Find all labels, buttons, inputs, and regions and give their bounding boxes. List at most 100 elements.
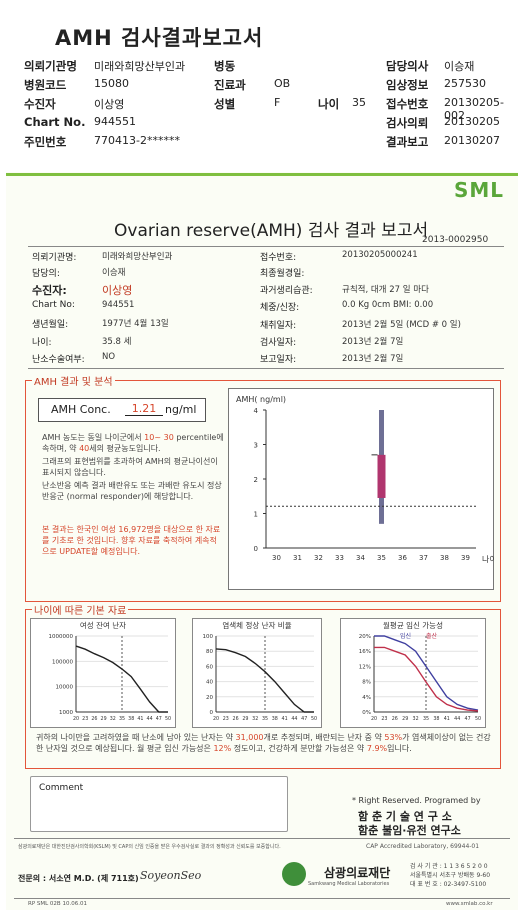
footnote: 삼광의료재단은 대한진단검사의학회(KSLM) 및 CAP의 신임 인증을 받은… [18, 844, 281, 850]
pregnancy-chart: 월평균 임신 가능성 0% 4% 8% 12% 16% 20% 20 23 26 29 32 35 38 4… [340, 618, 486, 728]
header-label: 수진자 [24, 97, 56, 111]
x-tick-label: 32 [314, 554, 323, 562]
summary-birth-pct: 7.9% [366, 744, 388, 753]
x-tick-label: 23 [82, 716, 88, 722]
x-tick-label: 34 [356, 554, 365, 562]
doctor-name: 전문의 : 서소연 M.D. (제 711호) [18, 874, 139, 883]
summary-text2: 개로 추정되며, 배란되는 난자 중 약 [263, 733, 382, 742]
amh-text6: 본 결과는 한국인 여성 16,972명을 대상으로 한 자료를 기초로 한 것… [42, 525, 221, 556]
x-tick-label: 35 [262, 716, 268, 722]
foundation-sub: Samkwang Medical Laboratories [308, 881, 390, 887]
field-label: 담당의: [32, 269, 60, 279]
brand-logo: SML [453, 178, 504, 202]
x-tick-label: 26 [392, 716, 398, 722]
field-label: 검사일자: [260, 338, 297, 348]
top-stripe [6, 173, 518, 176]
header-value: OB [274, 77, 291, 90]
mini-chart-title: 염색체 정상 난자 비율 [222, 620, 291, 630]
amh-conc-value: 1.21 [125, 402, 163, 416]
field-value: 2013년 2월 5일 (MCD # 0 일) [342, 320, 461, 330]
x-tick-label: 35 [423, 716, 429, 722]
report-number: 2013-0002950 [422, 235, 489, 245]
contact-info: 검 사 기 관 : 1 1 3 6 5 2 0 0 서울특별시 서초구 방배동 … [410, 862, 514, 889]
x-tick-label: 36 [398, 554, 407, 562]
x-tick-label: 35 [377, 554, 386, 562]
x-tick-label: 47 [156, 716, 162, 722]
series-line [215, 648, 314, 713]
header-label: 결과보고 [386, 135, 429, 149]
chart-frame [228, 388, 494, 590]
x-tick-label: 32 [252, 716, 258, 722]
x-tick-label: 38 [440, 554, 449, 562]
field-label: 과거생리습관: [260, 286, 313, 296]
doctor-signature: SoyeonSeo [140, 869, 202, 882]
header-label: 의뢰기관명 [24, 59, 77, 73]
report-title: Ovarian reserve(AMH) 검사 결과 보고서 [114, 221, 429, 241]
amh-text4: 그래프의 표현범위를 초과하여 AMH의 평균나이선이 표시되지 않습니다. [42, 457, 218, 477]
footer-rule [14, 838, 510, 839]
amh-text2: percentile에 속하며, 약 [42, 433, 224, 453]
amh-range: 10~ 30 [144, 433, 174, 442]
header-value: 이승재 [444, 60, 475, 73]
header-value: 257530 [444, 77, 486, 90]
header-value: F [274, 96, 281, 109]
amh-text1: AMH 농도는 동일 나이군에서 [42, 433, 142, 442]
field-value: NO [102, 352, 116, 362]
x-tick-label: 41 [282, 716, 288, 722]
x-tick-label: 26 [91, 716, 97, 722]
fields-rule [28, 368, 504, 369]
field-value: 2013년 2월 7일 [342, 337, 404, 347]
series-line [75, 645, 168, 713]
field-label: 수진자: [32, 284, 67, 297]
x-tick-label: 20 [73, 716, 79, 722]
header-label: 진료과 [214, 78, 246, 92]
x-tick-label: 47 [465, 716, 471, 722]
field-label: Chart No: [32, 300, 75, 310]
form-code: RP SML 02B 10.06.01 [28, 901, 87, 907]
amh-age: 40 [79, 444, 90, 453]
x-tick-label: 20 [371, 716, 377, 722]
x-tick-label: 29 [101, 716, 107, 722]
amh-conc-box: AMH Conc. 1.21 ng/ml [38, 398, 206, 422]
x-tick-label: 33 [335, 554, 344, 562]
header-value: 20130205 [444, 115, 500, 128]
y-tick-label: 1000000 [49, 634, 74, 640]
x-tick-label: 47 [301, 716, 307, 722]
comment-label: Comment [39, 783, 84, 793]
field-label: 최종월경일: [260, 269, 305, 279]
header-label: 나이 [318, 97, 340, 111]
x-tick-label: 20 [213, 716, 219, 722]
x-tick-label: 38 [272, 716, 278, 722]
y-tick-label: 100000 [52, 659, 73, 665]
amh-analysis-text: AMH 농도는 동일 나이군에서 10~ 30 percentile에 속하며,… [42, 432, 224, 557]
x-tick-label: 29 [402, 716, 408, 722]
baseline-section-title: 나이에 따른 기본 자료 [32, 602, 129, 617]
summary-text3: 가 염색체이상이 없는 건강한 난자일 것으로 예상됩니다. 월 평균 임신 가… [36, 733, 491, 753]
x-tick-label: 50 [475, 716, 481, 722]
y-tick-label: 8% [362, 680, 371, 686]
x-tick-label: 35 [119, 716, 125, 722]
y-tick-label: 80 [206, 649, 213, 655]
y-tick-label: 3 [254, 442, 258, 450]
header-value: 20130205-002 [444, 96, 504, 122]
amh-section [25, 380, 501, 602]
field-label: 생년월일: [32, 320, 69, 330]
x-tick-label: 50 [311, 716, 317, 722]
amh-text5: 난소반응 예측 결과 배란유도 또는 과배란 유도시 정상반응군 (normal… [42, 481, 222, 501]
legend-birth: 출산 [426, 632, 438, 640]
lab-name-2: 함춘 불임·유전 연구소 [358, 824, 461, 837]
report-document: SML Ovarian reserve(AMH) 검사 결과 보고서 2013-… [6, 172, 518, 910]
y-tick-label: 4% [362, 695, 371, 701]
y-tick-label: 60 [206, 664, 213, 670]
y-axis-label: AMH( ng/ml) [236, 395, 286, 404]
x-axis-label: 나이 [482, 554, 494, 564]
y-tick-label: 0 [210, 710, 214, 716]
header-value: 35 [352, 96, 366, 109]
contact-line1: 검 사 기 관 : 1 1 3 6 5 2 0 0 [410, 863, 488, 870]
header-label: 검사의뢰 [386, 116, 429, 130]
legend-pregnancy: 임신 [400, 632, 411, 640]
title-rule [28, 246, 504, 247]
header-value: 이상영 [94, 98, 125, 111]
